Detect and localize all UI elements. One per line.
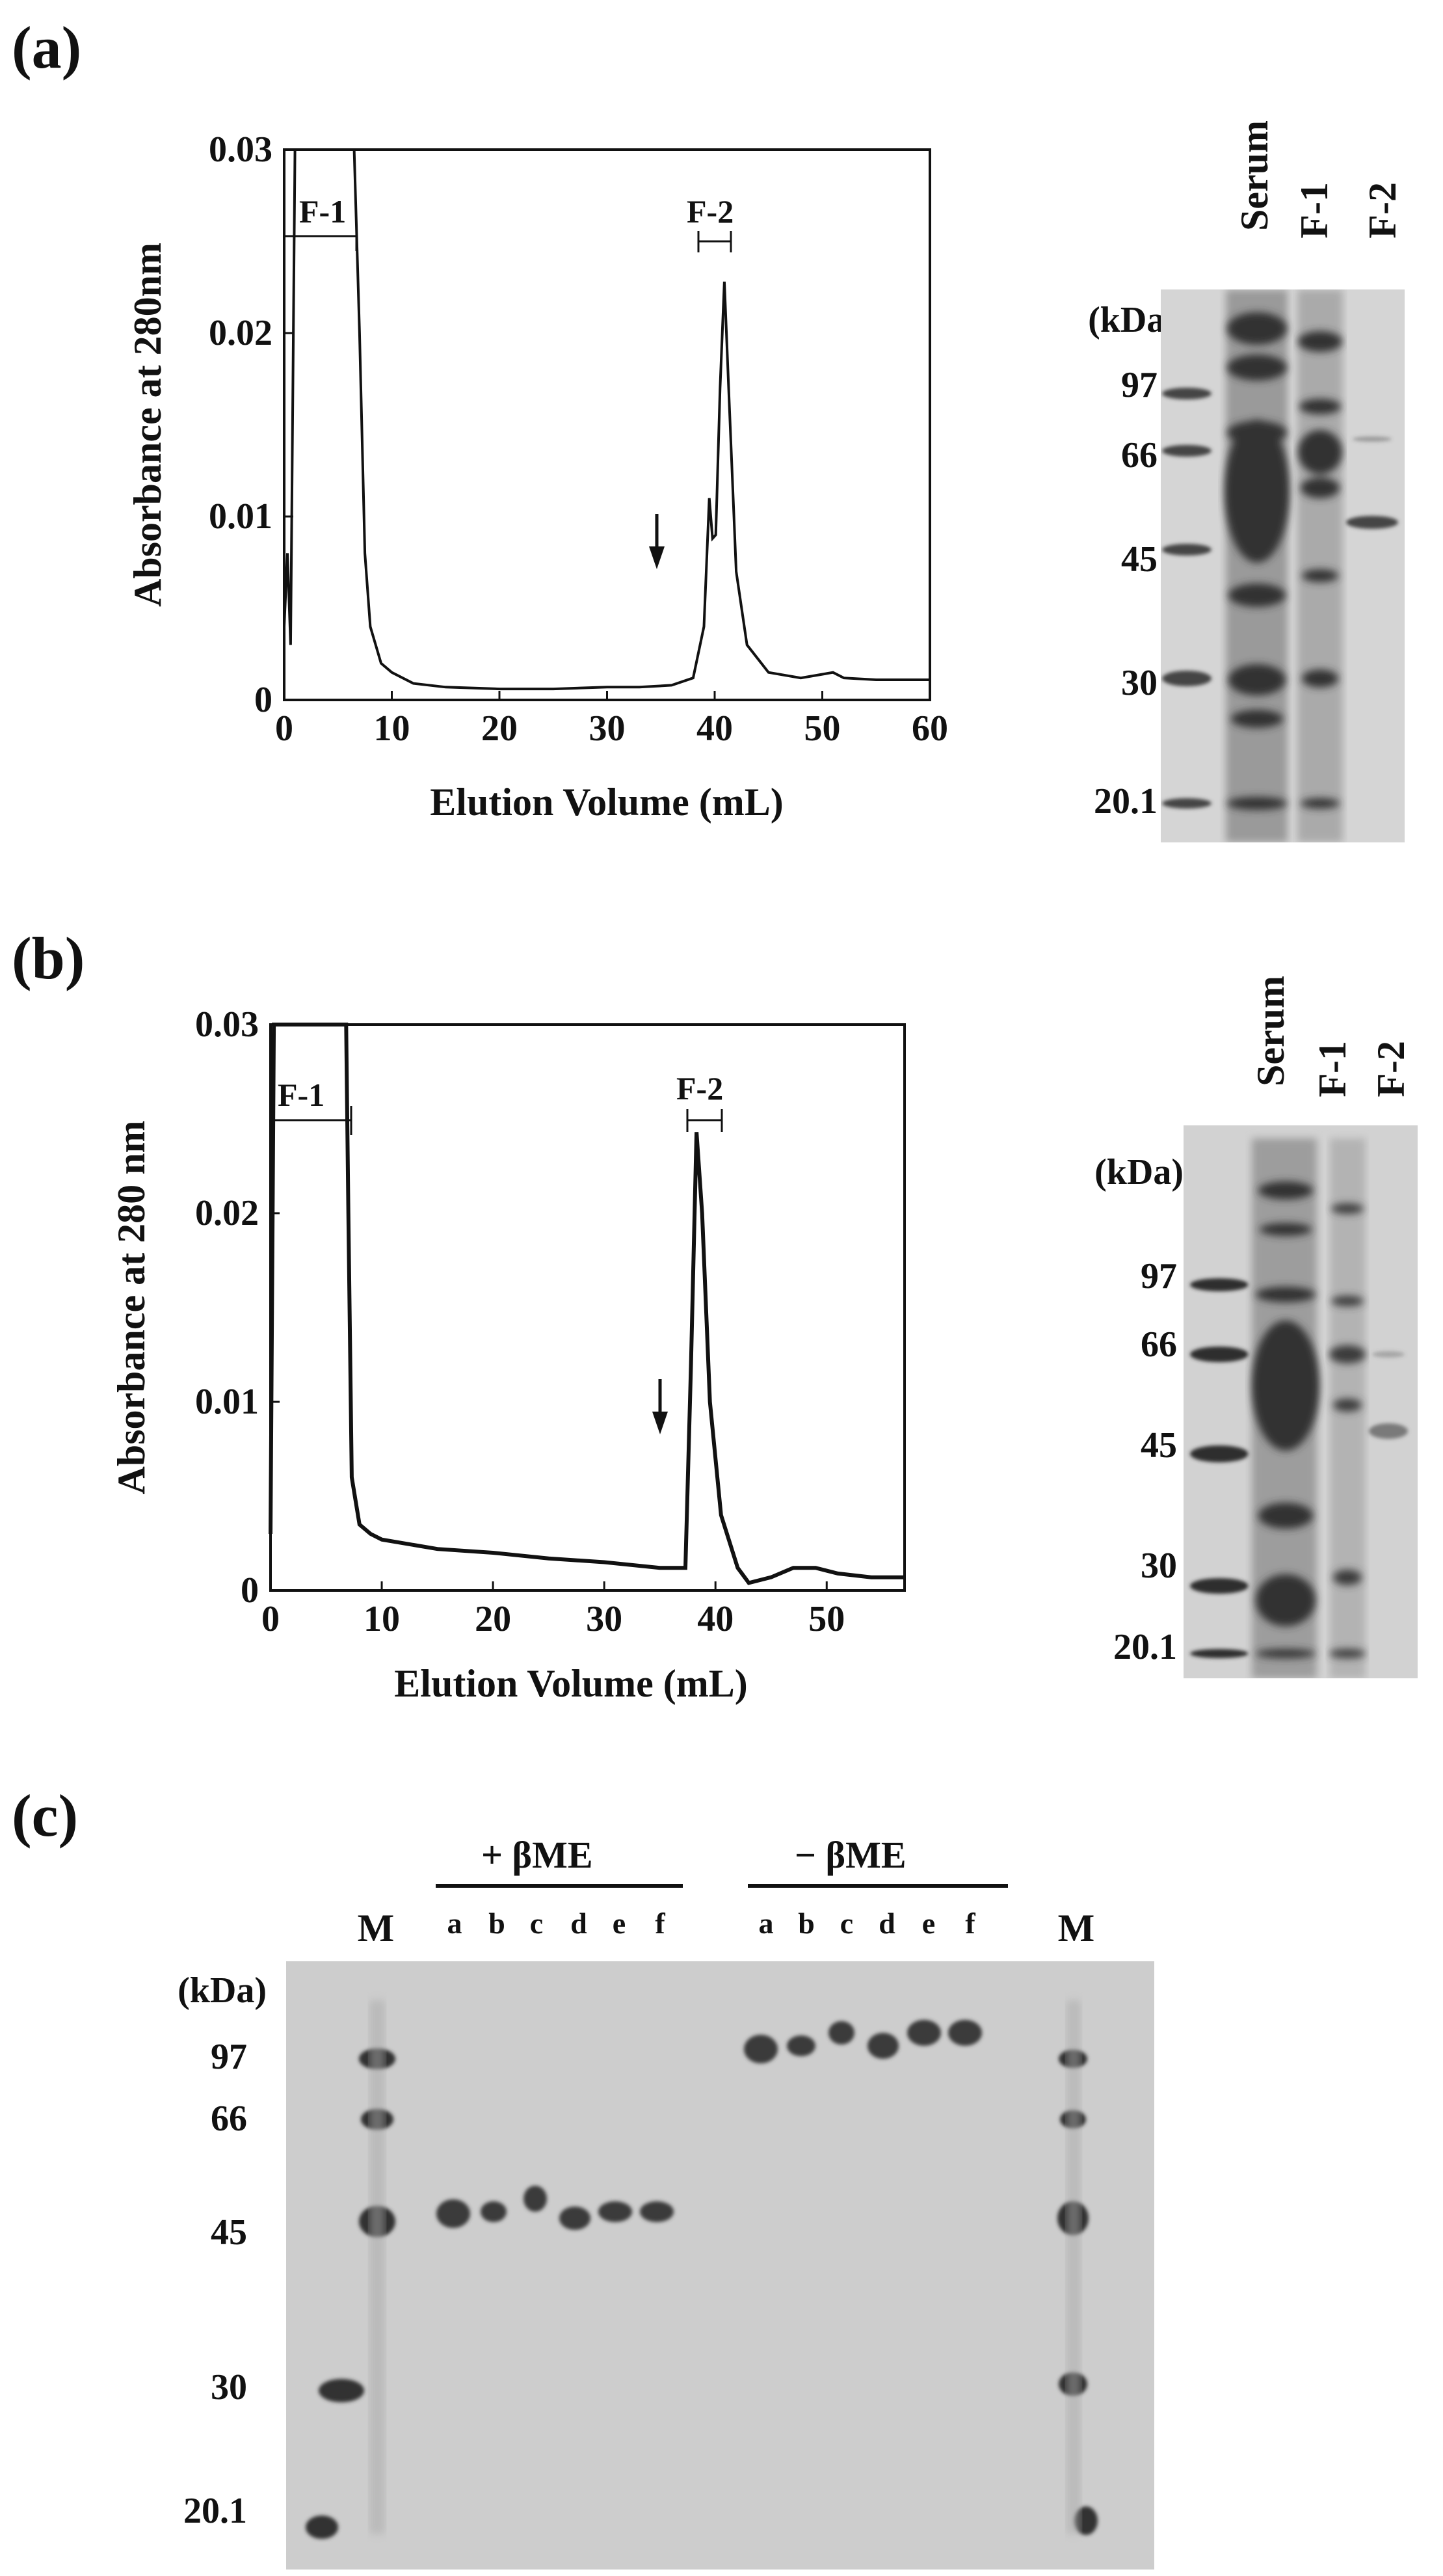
chart-b-arrow bbox=[652, 1379, 668, 1434]
gel-b-marker-30: 30 bbox=[1141, 1546, 1177, 1586]
gel-a-unit: (kDa) bbox=[1088, 300, 1177, 340]
chart-a-ytick-label: 0.02 bbox=[209, 313, 272, 353]
plus-bme-label: + βME bbox=[481, 1834, 593, 1876]
chart-a-ytick-label: 0.01 bbox=[209, 496, 272, 537]
chart-a-xtick-label: 10 bbox=[374, 708, 410, 749]
chart-b-xtick-label: 0 bbox=[261, 1599, 280, 1639]
gel-c-lane-m-left: M bbox=[357, 1907, 395, 1950]
gel-c-lane-minus-d: d bbox=[879, 1907, 895, 1940]
chart-b-xtick-label: 50 bbox=[808, 1599, 845, 1639]
gel-c-lane-plus-f: f bbox=[655, 1907, 665, 1940]
gel-b-unit: (kDa) bbox=[1094, 1152, 1184, 1192]
chart-b: 0 10 20 30 40 50 0 0.01 0.02 0.03 F-1 F-2 Elution… bbox=[110, 1004, 906, 1705]
chart-a-f2-label: F-2 bbox=[687, 193, 734, 230]
gel-a-lane-f1: F-1 bbox=[1293, 182, 1336, 239]
chart-a-f1-bracket bbox=[284, 221, 358, 251]
gel-b-marker-66: 66 bbox=[1141, 1324, 1177, 1365]
gel-c-lane-m-right: M bbox=[1057, 1907, 1095, 1950]
chart-a-frame bbox=[283, 148, 931, 701]
chart-b-xtick-label: 40 bbox=[697, 1599, 734, 1639]
chart-a: 0 10 20 30 40 50 60 0 0.01 0.02 0.03 F-1 F-2 Eluti… bbox=[126, 129, 948, 824]
chart-b-ticks: 0 10 20 30 40 50 0 0.01 0.02 0.03 bbox=[195, 1004, 845, 1639]
chart-a-xtick-label: 50 bbox=[804, 708, 841, 749]
chart-b-f1-label: F-1 bbox=[278, 1077, 324, 1113]
gel-c-marker-20: 20.1 bbox=[183, 2491, 247, 2531]
gel-c-image bbox=[286, 1961, 1154, 2569]
chart-a-ylabel: Absorbance at 280nm bbox=[126, 243, 169, 607]
panel-a-label: (a) bbox=[12, 14, 82, 81]
chart-b-ytick-label: 0.01 bbox=[195, 1382, 259, 1422]
chart-a-ytick-label: 0.03 bbox=[209, 129, 272, 170]
gel-c-marker-30: 30 bbox=[211, 2367, 247, 2408]
chart-a-ytick-label: 0 bbox=[254, 680, 272, 720]
chart-b-xtick-label: 20 bbox=[475, 1599, 511, 1639]
gel-b-lane-f2: F-2 bbox=[1370, 1041, 1412, 1097]
gel-b-lane-f1: F-1 bbox=[1311, 1041, 1354, 1097]
gel-b-image bbox=[1184, 1125, 1418, 1678]
gel-a-lane-serum: Serum bbox=[1233, 120, 1276, 231]
chart-b-f2-label: F-2 bbox=[676, 1070, 723, 1107]
gel-b-marker-97: 97 bbox=[1141, 1256, 1177, 1296]
chart-b-ytick-label: 0.02 bbox=[195, 1193, 259, 1233]
chart-a-xtick-label: 30 bbox=[589, 708, 626, 749]
panel-b-label: (b) bbox=[12, 925, 85, 991]
chart-a-xlabel: Elution Volume (mL) bbox=[430, 781, 783, 824]
gel-c-lane-minus-b: b bbox=[798, 1907, 815, 1940]
chart-a-xtick-label: 0 bbox=[275, 708, 293, 749]
gel-c-lane-plus-e: e bbox=[612, 1907, 626, 1940]
chart-a-xtick-label: 60 bbox=[912, 708, 948, 749]
chart-a-arrow bbox=[649, 514, 665, 569]
gel-b-lane-serum: Serum bbox=[1249, 976, 1292, 1086]
gel-c-lane-plus-d: d bbox=[570, 1907, 587, 1940]
chart-b-ytick-label: 0 bbox=[241, 1570, 259, 1611]
gel-c-lane-minus-f: f bbox=[965, 1907, 975, 1940]
chart-b-xtick-label: 10 bbox=[364, 1599, 400, 1639]
gel-a-marker-20: 20.1 bbox=[1094, 781, 1158, 822]
gel-c-marker-66: 66 bbox=[211, 2099, 247, 2139]
gel-a-marker-66: 66 bbox=[1121, 435, 1158, 476]
gel-c-lane-minus-a: a bbox=[758, 1907, 774, 1940]
gel-c-unit: (kDa) bbox=[178, 1970, 267, 2011]
plus-bme-underline bbox=[436, 1884, 683, 1888]
chart-b-ytick-label: 0.03 bbox=[195, 1004, 259, 1045]
gel-b-marker-45: 45 bbox=[1141, 1425, 1177, 1466]
gel-a-marker-45: 45 bbox=[1121, 539, 1158, 580]
minus-bme-label: − βME bbox=[795, 1834, 907, 1876]
chart-b-f1-bracket bbox=[271, 1106, 352, 1135]
gel-c-lane-plus-a: a bbox=[447, 1907, 462, 1940]
chart-a-xtick-label: 40 bbox=[696, 708, 733, 749]
gel-a-image bbox=[1161, 289, 1405, 842]
panel-c-label: (c) bbox=[12, 1782, 79, 1849]
chart-b-series-line bbox=[269, 1023, 905, 1585]
gel-a-lane-f2: F-2 bbox=[1361, 182, 1404, 239]
minus-bme-underline bbox=[748, 1884, 1008, 1888]
gel-c-lane-plus-c: c bbox=[529, 1907, 544, 1940]
chart-b-frame bbox=[269, 1023, 906, 1592]
chart-a-f2-bracket bbox=[697, 231, 732, 252]
gel-c-marker-45: 45 bbox=[211, 2212, 247, 2253]
gel-a-marker-97: 97 bbox=[1121, 365, 1158, 405]
chart-b-f2-bracket bbox=[686, 1109, 723, 1132]
chart-b-ylabel: Absorbance at 280 nm bbox=[110, 1120, 153, 1494]
chart-a-xtick-label: 20 bbox=[481, 708, 518, 749]
gel-c-marker-97: 97 bbox=[211, 2037, 247, 2077]
gel-c-lane-minus-e: e bbox=[921, 1907, 936, 1940]
gel-b-marker-20: 20.1 bbox=[1113, 1627, 1177, 1667]
gel-c-lane-plus-b: b bbox=[488, 1907, 505, 1940]
chart-a-series-line bbox=[283, 148, 930, 691]
chart-a-f1-label: F-1 bbox=[299, 193, 346, 230]
chart-b-xtick-label: 30 bbox=[586, 1599, 622, 1639]
chart-b-xlabel: Elution Volume (mL) bbox=[394, 1662, 747, 1705]
gel-c-lane-minus-c: c bbox=[840, 1907, 854, 1940]
gel-a-marker-30: 30 bbox=[1121, 663, 1158, 703]
chart-a-ticks: 0 10 20 30 40 50 60 0 0.01 0.02 0.03 bbox=[209, 129, 948, 749]
